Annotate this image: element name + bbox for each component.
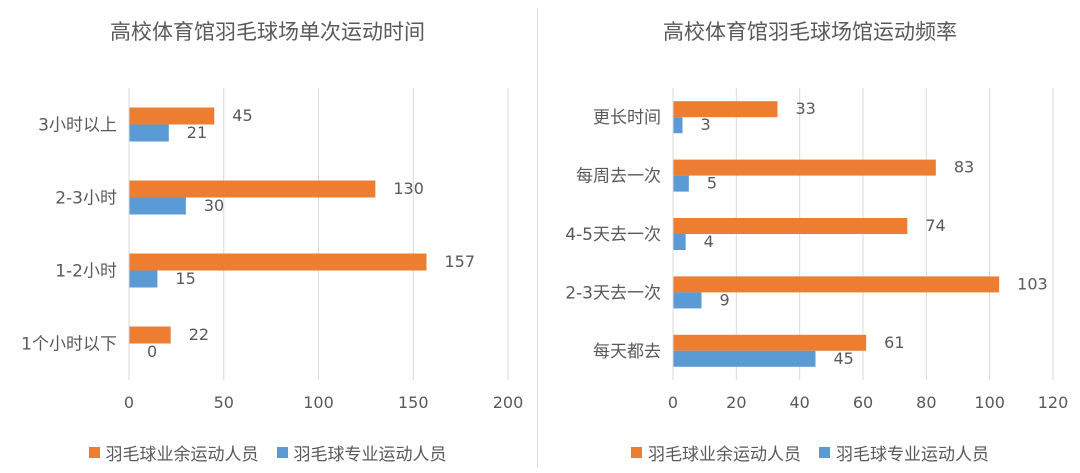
- bar-amateur: [673, 159, 936, 176]
- legend-label: 羽毛球业余运动人员: [648, 445, 801, 465]
- bar-amateur: [129, 180, 376, 198]
- legend-item-amateur: 羽毛球业余运动人员: [88, 440, 259, 465]
- legend-item-pro: 羽毛球专业运动人员: [276, 440, 447, 465]
- y-category-label: 每周去一次: [576, 167, 661, 187]
- data-label: 61: [884, 333, 904, 352]
- data-label: 9: [720, 290, 730, 309]
- bar-amateur: [129, 253, 427, 271]
- bar-pro: [129, 124, 169, 142]
- x-tick-label: 200: [493, 393, 524, 412]
- x-tick-label: 120: [1038, 393, 1069, 412]
- data-label: 45: [834, 349, 854, 368]
- bar-chart-time: 0 50 100 150 200 1个小时以下 22 0 1-2小时 157 15 2-3小时 130 3…: [21, 88, 524, 412]
- bar-pro: [673, 292, 702, 309]
- bar-amateur: [673, 334, 867, 351]
- chart-panel-frequency: 高校体育馆羽毛球场馆运动频率 0 20 40 60 80 100 120 每天都去 61 45 2-…: [540, 0, 1080, 473]
- x-tick-label: 0: [124, 393, 134, 412]
- data-label: 83: [954, 158, 974, 177]
- legend: 羽毛球业余运动人员 羽毛球专业运动人员: [0, 440, 535, 465]
- chart-panel-time: 高校体育馆羽毛球场单次运动时间 0 50 100 150 200 1个小时以下 22 0 1-2…: [0, 0, 535, 473]
- legend-label: 羽毛球专业运动人员: [293, 445, 447, 465]
- data-label: 130: [393, 179, 424, 198]
- x-tick-label: 100: [974, 393, 1005, 412]
- x-tick-label: 150: [398, 393, 429, 412]
- legend-swatch-pro: [276, 447, 288, 458]
- legend: 羽毛球业余运动人员 羽毛球专业运动人员: [540, 440, 1080, 465]
- data-label: 15: [175, 269, 195, 288]
- data-label: 33: [796, 99, 816, 118]
- bar-amateur: [129, 107, 215, 125]
- data-label: 45: [232, 106, 252, 125]
- y-category-label: 4-5天去一次: [565, 225, 661, 245]
- y-category-label: 1-2小时: [55, 262, 117, 282]
- x-tick-label: 40: [789, 393, 809, 412]
- x-tick-label: 100: [303, 393, 334, 412]
- bar-pro: [129, 270, 158, 288]
- legend-swatch-amateur: [631, 447, 642, 458]
- legend-item-pro: 羽毛球专业运动人员: [819, 440, 989, 465]
- data-label: 0: [147, 342, 157, 361]
- data-label: 74: [925, 216, 945, 235]
- legend-label: 羽毛球专业运动人员: [836, 445, 989, 465]
- legend-swatch-pro: [819, 447, 830, 458]
- x-tick-label: 20: [726, 393, 746, 412]
- legend-swatch-amateur: [88, 447, 100, 458]
- y-category-label: 2-3天去一次: [565, 283, 661, 303]
- data-label: 30: [204, 196, 224, 215]
- bar-pro: [673, 234, 686, 250]
- bar-pro: [673, 117, 683, 134]
- data-label: 21: [187, 123, 207, 142]
- data-label: 157: [445, 252, 476, 271]
- data-label: 5: [707, 174, 717, 193]
- bar-amateur: [129, 326, 171, 344]
- data-label: 3: [701, 115, 711, 134]
- y-category-label: 1个小时以下: [21, 335, 117, 355]
- chart-title: 高校体育馆羽毛球场馆运动频率: [663, 20, 957, 44]
- data-label: 4: [704, 232, 714, 251]
- x-tick-label: 50: [214, 393, 234, 412]
- x-tick-label: 80: [916, 393, 936, 412]
- data-label: 22: [189, 325, 209, 344]
- bar-pro: [673, 175, 689, 192]
- panel-divider: [537, 8, 538, 468]
- legend-label: 羽毛球业余运动人员: [105, 445, 259, 465]
- y-category-label: 每天都去: [593, 342, 661, 362]
- bar-pro: [129, 197, 186, 215]
- chart-title: 高校体育馆羽毛球场单次运动时间: [110, 20, 425, 44]
- x-tick-label: 0: [668, 393, 678, 412]
- bar-pro: [673, 350, 816, 367]
- y-category-label: 3小时以上: [38, 116, 117, 136]
- bar-amateur: [673, 218, 908, 234]
- x-tick-label: 60: [853, 393, 873, 412]
- data-label: 103: [1017, 274, 1048, 293]
- y-category-label: 更长时间: [593, 108, 661, 128]
- legend-item-amateur: 羽毛球业余运动人员: [631, 440, 801, 465]
- y-category-label: 2-3小时: [55, 189, 117, 209]
- bar-amateur: [673, 101, 778, 118]
- bar-amateur: [673, 276, 1000, 293]
